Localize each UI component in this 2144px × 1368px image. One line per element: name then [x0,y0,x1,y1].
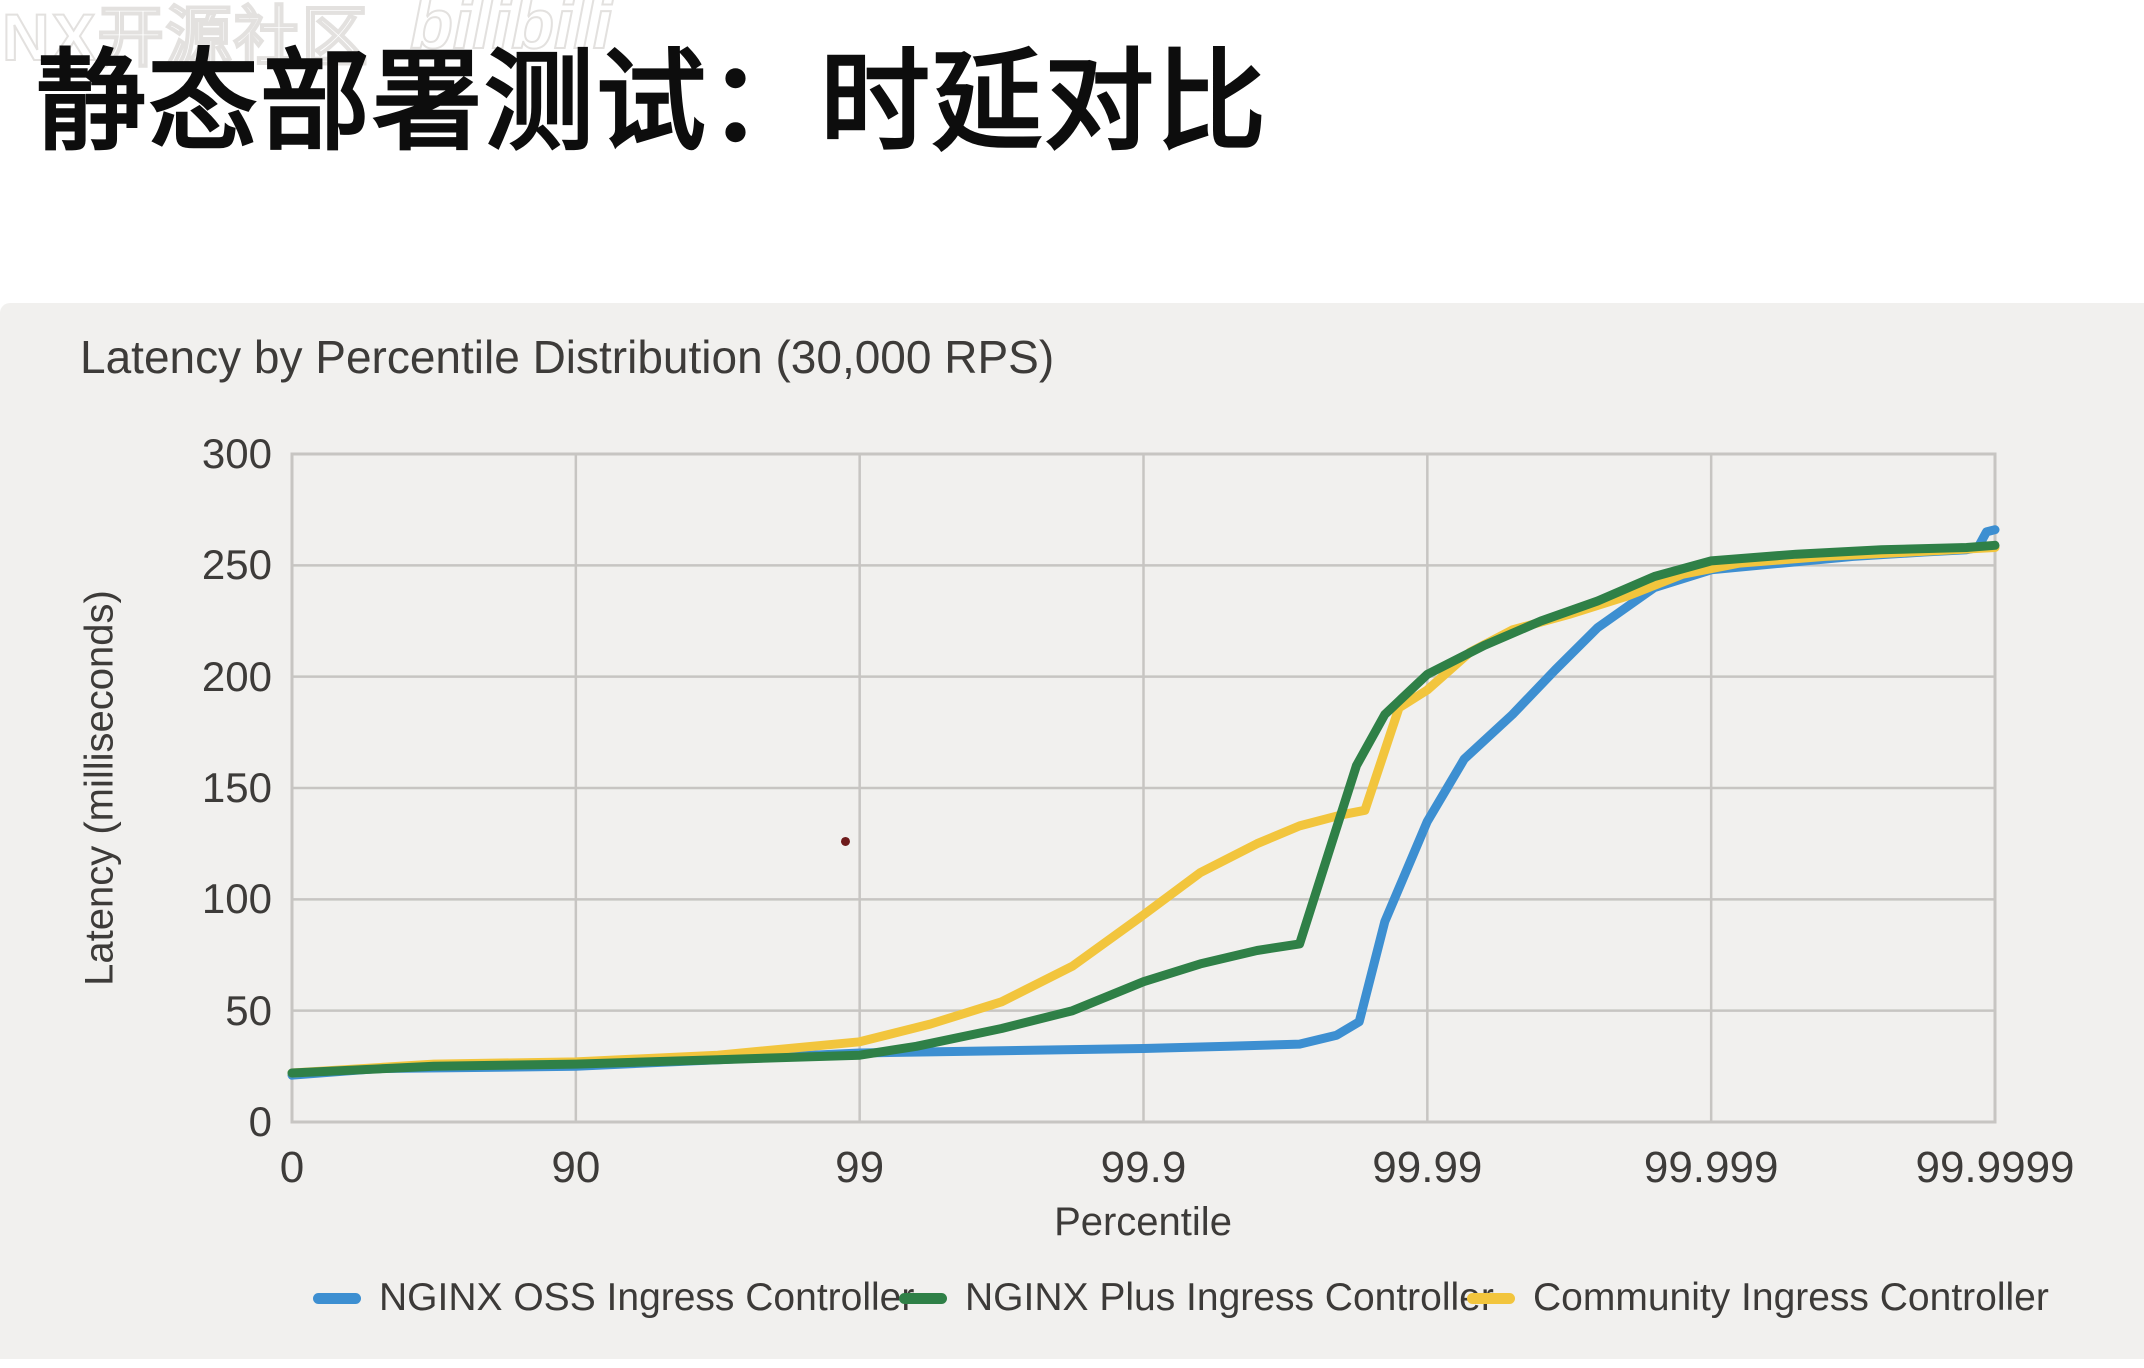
x-tick-label: 99 [835,1143,885,1192]
bilibili-logo: bilibili [409,0,613,64]
x-tick-label: 99.999 [1643,1143,1779,1192]
legend-item: NGINX OSS Ingress Controller [313,1276,914,1320]
y-tick-label: 300 [201,430,272,477]
red-dot-artifact [840,836,850,846]
y-tick-label: 100 [201,875,272,923]
legend-item: NGINX Plus Ingress Controller [899,1276,1494,1320]
x-tick-label: 90 [551,1143,601,1192]
y-tick-label: 150 [201,764,272,811]
x-tick-label: 99.9 [1100,1143,1187,1192]
x-tick-label: 99.99 [1372,1143,1483,1192]
legend-swatch [313,1292,361,1304]
x-axis-label: Percentile [1054,1200,1232,1244]
x-tick-label: 0 [279,1143,305,1192]
legend-label: Community Ingress Controller [1533,1276,2049,1319]
y-tick-label: 0 [248,1098,272,1145]
chart-panel [0,303,2144,1359]
legend-swatch [899,1292,947,1304]
legend-label: NGINX Plus Ingress Controller [965,1276,1494,1319]
chart-title: Latency by Percentile Distribution (30,0… [80,331,1055,383]
x-tick-label: 99.9999 [1915,1143,2075,1192]
watermark-community-text: NX开源社区 [1,0,370,75]
legend-label: NGINX OSS Ingress Controller [379,1276,915,1319]
plot-border [290,452,1997,1124]
y-tick-label: 50 [225,986,272,1034]
y-axis-label: Latency (milliseconds) [77,590,122,986]
series-line-nginx-plus-ingress-controller [287,540,2000,1078]
y-tick-label: 250 [201,541,272,589]
page-title: 静态部署测试：时延对比 [36,41,1268,164]
legend-swatch [1467,1292,1515,1304]
y-tick-label: 200 [201,652,272,700]
legend-item: Community Ingress Controller [1467,1276,2049,1320]
